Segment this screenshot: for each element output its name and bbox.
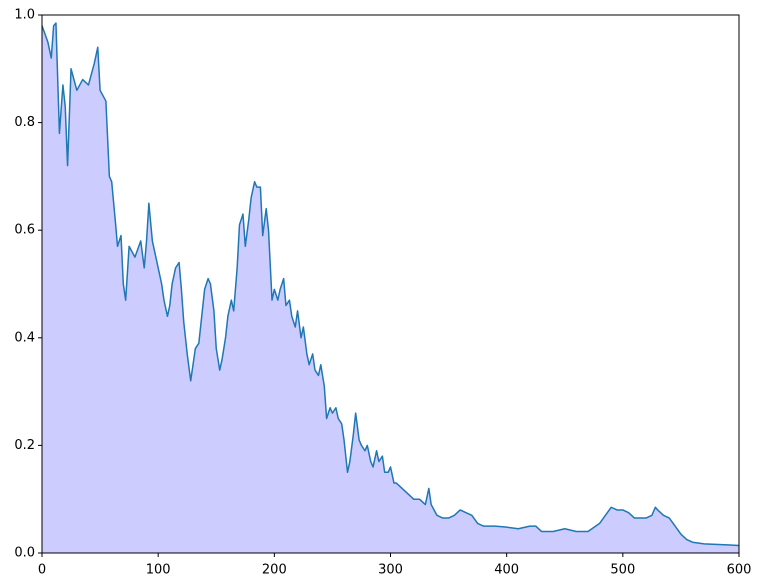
x-tick-label: 100: [146, 563, 171, 578]
x-tick-label: 0: [38, 563, 46, 578]
x-tick-label: 600: [727, 563, 752, 578]
x-tick-label: 500: [610, 563, 635, 578]
y-tick-label: 0.4: [14, 330, 35, 345]
y-tick-label: 1.0: [14, 8, 35, 23]
x-tick-label: 200: [262, 563, 287, 578]
y-tick-label: 0.2: [14, 438, 35, 453]
line: [41, 22, 740, 547]
area-fill: [42, 23, 739, 553]
y-tick-label: 0.6: [14, 223, 35, 238]
x-tick-label: 400: [494, 563, 519, 578]
x-tick-label: 300: [378, 563, 403, 578]
y-tick-label: 0.0: [14, 546, 35, 561]
y-tick-label: 0.8: [14, 115, 35, 130]
